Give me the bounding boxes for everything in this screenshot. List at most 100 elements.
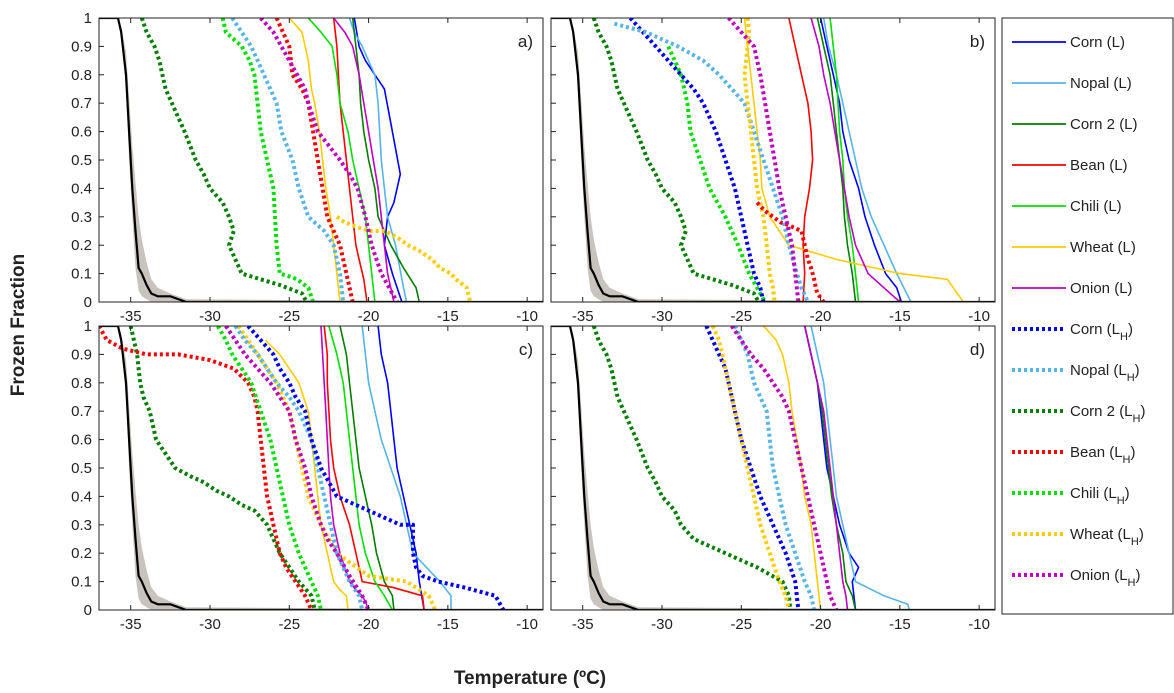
background-uncertainty-band xyxy=(551,326,995,610)
axes-frame xyxy=(550,17,996,303)
x-tick-label: -10 xyxy=(516,616,538,633)
series-corn-l xyxy=(377,326,425,610)
y-tick-label: 0.5 xyxy=(71,460,92,477)
series-onion-l xyxy=(803,326,849,610)
legend-label: Corn 2 (LH) xyxy=(1070,403,1145,425)
x-tick-label: -35 xyxy=(120,308,142,325)
legend-entry: Chili (L) xyxy=(1012,198,1122,215)
panel-label: c) xyxy=(519,340,533,359)
legend-label: Chili (L) xyxy=(1070,198,1122,215)
axes-frame xyxy=(550,325,996,611)
y-tick-label: 0.8 xyxy=(71,67,92,84)
series-bean-l-h xyxy=(99,326,314,610)
legend-entry: Wheat (L) xyxy=(1012,239,1136,256)
legend-entry: Bean (LH) xyxy=(1012,444,1136,466)
series-wheat-l xyxy=(743,18,964,302)
series-onion-l-h xyxy=(259,18,399,302)
series-chili-l xyxy=(307,18,376,302)
legend-label: Bean (L) xyxy=(1070,157,1128,174)
y-tick-label: 0.8 xyxy=(71,375,92,392)
y-tick-label: 0.2 xyxy=(71,237,92,254)
legend-entry: Wheat (LH) xyxy=(1012,526,1144,548)
legend-entry: Corn 2 (L) xyxy=(1012,116,1138,133)
y-tick-label: 0 xyxy=(84,602,92,619)
series-chili-l xyxy=(328,326,394,610)
series-corn-l xyxy=(819,18,903,302)
x-tick-label: -30 xyxy=(199,308,221,325)
series-wheat-l-h xyxy=(335,215,473,302)
y-tick-label: 0.5 xyxy=(71,152,92,169)
y-tick-label: 0 xyxy=(84,294,92,311)
x-tick-label: -35 xyxy=(572,616,594,633)
x-tick-label: -20 xyxy=(358,616,380,633)
series-nopal-l-h xyxy=(613,21,810,302)
legend-entry: Bean (L) xyxy=(1012,157,1128,174)
x-tick-label: -30 xyxy=(651,616,673,633)
panel-3: -35 -30 -25 -20 -15 -10 0 0.1 0.2 0.3 0.4 0.5 0.6 0.7… xyxy=(71,318,544,633)
x-tick-label: -10 xyxy=(968,616,990,633)
legend-label: Corn (L) xyxy=(1070,34,1125,51)
y-tick-label: 0.2 xyxy=(71,545,92,562)
y-tick-label: 0.7 xyxy=(71,403,92,420)
legend-label: Nopal (LH) xyxy=(1070,362,1140,384)
y-tick-label: 0.4 xyxy=(71,488,92,505)
y-tick-label: 1 xyxy=(84,318,92,335)
x-tick-label: -10 xyxy=(968,308,990,325)
series-corn-l-h xyxy=(704,326,801,610)
background-curve xyxy=(99,18,543,302)
series-nopal-l xyxy=(361,326,452,610)
series-wheat-l xyxy=(762,326,822,610)
series-onion-l-h xyxy=(727,18,801,302)
background-uncertainty-band xyxy=(99,326,543,610)
series-wheat-l xyxy=(264,339,349,610)
y-tick-label: 0.3 xyxy=(71,209,92,226)
legend-label: Chili (LH) xyxy=(1070,485,1130,507)
x-axis-title: Temperature (ºC) xyxy=(454,668,606,689)
x-tick-label: -35 xyxy=(120,616,142,633)
legend-label: Onion (L) xyxy=(1070,280,1133,297)
panel-1: -35 -30 -25 -20 -15 -10 0 0.1 0.2 0.3 0.4 0.5 0.6 0.7… xyxy=(71,10,544,325)
background-uncertainty-band xyxy=(551,18,995,302)
panels-layer: -35 -30 -25 -20 -15 -10 0 0.1 0.2 0.3 0.4 0.5 0.6 0.7… xyxy=(71,10,996,633)
series-corn-l xyxy=(803,326,860,610)
series-onion-l xyxy=(810,18,901,302)
x-tick-label: -25 xyxy=(278,616,300,633)
y-tick-label: 1 xyxy=(84,10,92,27)
series-onion-l xyxy=(333,18,395,302)
series-onion-l-h xyxy=(730,326,839,610)
x-tick-label: -10 xyxy=(516,308,538,325)
series-corn-2-l xyxy=(339,326,395,610)
y-tick-label: 0.9 xyxy=(71,38,92,55)
legend: Corn (L) Nopal (L) Corn 2 (L) Bean (L) Chili… xyxy=(1001,17,1174,615)
plot-area xyxy=(551,326,995,610)
series-nopal-l-h xyxy=(733,326,817,610)
panel-label: b) xyxy=(970,32,985,51)
legend-entry: Corn (LH) xyxy=(1012,321,1133,343)
panel-label: a) xyxy=(518,32,533,51)
plot-area xyxy=(551,18,995,302)
series-corn-2-l-h xyxy=(139,18,309,302)
x-tick-label: -30 xyxy=(199,616,221,633)
y-tick-label: 0.1 xyxy=(71,574,92,591)
legend-entry: Nopal (LH) xyxy=(1012,362,1140,384)
series-chili-l-h xyxy=(220,18,315,302)
legend-label: Corn (LH) xyxy=(1070,321,1133,343)
panel-label: d) xyxy=(970,340,985,359)
legend-entry: Corn 2 (LH) xyxy=(1012,403,1145,425)
background-curve xyxy=(551,18,995,302)
y-tick-label: 0.1 xyxy=(71,266,92,283)
x-tick-label: -20 xyxy=(810,308,832,325)
series-bean-l xyxy=(788,18,814,302)
series-onion-l-h xyxy=(224,326,371,610)
legend-label: Wheat (L) xyxy=(1070,239,1136,256)
y-tick-label: 0.4 xyxy=(71,180,92,197)
legend-entries: Corn (L) Nopal (L) Corn 2 (L) Bean (L) Chili… xyxy=(1012,34,1145,589)
x-tick-label: -25 xyxy=(278,308,300,325)
x-tick-label: -25 xyxy=(730,308,752,325)
series-bean-l-h xyxy=(274,18,355,302)
x-tick-label: -25 xyxy=(730,616,752,633)
x-tick-label: -15 xyxy=(889,308,911,325)
series-nopal-l xyxy=(822,18,912,302)
series-chili-l-h xyxy=(216,326,323,610)
